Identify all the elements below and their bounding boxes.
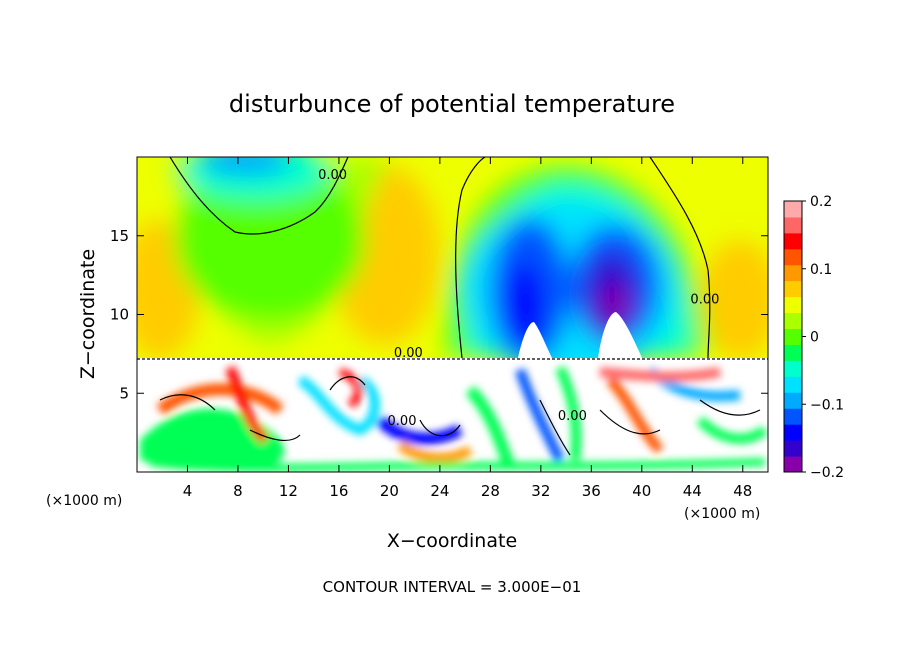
colorbar-swatch <box>784 264 802 282</box>
x-tick-label: 28 <box>481 482 500 500</box>
colorbar: 0.2 0.1 0 −0.1 −0.2 <box>783 194 844 481</box>
x-tick-label: 40 <box>632 482 651 500</box>
colorbar-swatch <box>784 328 802 345</box>
x-tick-label: 32 <box>531 482 550 500</box>
colorbar-swatch <box>784 312 802 330</box>
chart-title: disturbunce of potential temperature <box>229 90 675 118</box>
colorbar-swatch <box>784 456 802 473</box>
x-tick-label: 4 <box>183 482 193 500</box>
colorbar-swatch <box>784 296 802 314</box>
x-axis-label: X−coordinate <box>387 530 517 552</box>
x-tick-label: 44 <box>683 482 702 500</box>
colorbar-swatch <box>784 360 802 377</box>
colorbar-swatch <box>784 232 802 250</box>
colorbar-swatch <box>784 216 802 234</box>
colorbar-swatch <box>784 280 802 298</box>
colorbar-swatch <box>784 440 802 457</box>
colorbar-swatch <box>784 344 802 361</box>
x-tick-label: 24 <box>430 482 449 500</box>
colorbar-swatch <box>784 248 802 266</box>
colorbar-tick-label: 0.1 <box>810 262 832 278</box>
x-tick-label: 16 <box>329 482 348 500</box>
colorbar-tick-label: −0.2 <box>810 465 844 481</box>
colorbar-tick-label: −0.1 <box>810 397 844 413</box>
x-tick-label: 8 <box>233 482 243 500</box>
contour-label: 0.00 <box>394 346 423 361</box>
x-tick-label: 20 <box>380 482 399 500</box>
colorbar-swatch <box>784 376 802 393</box>
x-axis: 4 8 12 16 20 24 28 32 36 40 44 48 <box>183 157 752 500</box>
contour-label: 0.00 <box>690 292 719 307</box>
colorbar-tick-label: 0 <box>810 330 819 346</box>
contour-label: 0.00 <box>318 168 347 183</box>
heatmap-field <box>137 157 768 472</box>
contour-label: 0.00 <box>388 414 417 429</box>
contour-lines <box>137 157 768 456</box>
colorbar-swatch <box>784 201 802 218</box>
y-tick-label: 5 <box>119 384 129 402</box>
colorbar-tick-label: 0.2 <box>810 194 832 210</box>
colorbar-swatch <box>784 424 802 441</box>
x-unit-left: (×1000 m) <box>46 493 122 509</box>
colorbar-swatch <box>784 408 802 425</box>
y-axis: 5 10 15 <box>110 227 768 402</box>
y-axis-label: Z−coordinate <box>77 249 99 379</box>
contour-interval-note: CONTOUR INTERVAL = 3.000E−01 <box>323 578 582 596</box>
x-unit-right: (×1000 m) <box>684 506 760 522</box>
x-tick-label: 12 <box>279 482 298 500</box>
x-tick-label: 48 <box>733 482 752 500</box>
contour-label-layer: 0.00 0.00 0.00 0.00 0.00 <box>318 168 719 429</box>
y-tick-label: 15 <box>110 227 129 245</box>
x-tick-label: 36 <box>582 482 601 500</box>
contour-label: 0.00 <box>558 409 587 424</box>
y-tick-label: 10 <box>110 306 129 324</box>
colorbar-swatch <box>784 392 802 409</box>
